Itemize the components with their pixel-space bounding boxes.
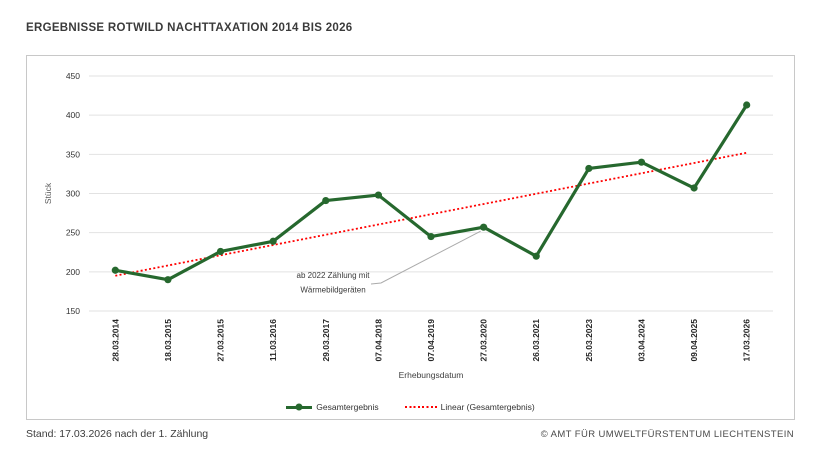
x-tick-label: 27.03.2020 — [479, 319, 489, 362]
data-point — [585, 164, 593, 173]
data-point — [690, 184, 698, 192]
status-date-text: Stand: 17.03.2026 nach der 1. Zählung — [26, 428, 209, 440]
y-tick-label: 250 — [66, 228, 80, 238]
data-point — [374, 191, 382, 199]
annotation-text: Wärmebildgeräten — [300, 286, 365, 295]
x-tick-label: 11.03.2016 — [268, 319, 278, 361]
data-point — [532, 252, 540, 260]
y-tick-label: 350 — [66, 149, 80, 159]
data-point — [322, 196, 330, 205]
x-tick-label: 07.04.2019 — [426, 319, 436, 362]
x-tick-label: 27.03.2015 — [216, 319, 226, 362]
annotation-leader-line — [370, 230, 481, 285]
data-point — [427, 232, 435, 241]
series-line-swatch — [286, 403, 313, 411]
page-title: ERGEBNISSE ROTWILD NACHTTAXATION 2014 BI… — [26, 22, 353, 34]
chart-svg: 150 200 250 300 350 400 450 Stück 28.03.2014 18.0… — [43, 71, 773, 380]
y-tick-label: 400 — [66, 110, 80, 120]
y-tick-label: 200 — [66, 267, 80, 277]
x-axis-title: Erhebungsdatum — [399, 370, 464, 380]
x-tick-label: 17.03.2026 — [742, 319, 752, 362]
x-tick-label: 09.04.2025 — [689, 319, 699, 362]
legend-label-gesamtergebnis: Gesamtergebnis — [316, 402, 379, 412]
data-point — [637, 158, 646, 166]
legend-item-gesamtergebnis: Gesamtergebnis — [286, 402, 379, 412]
y-axis-title: Stück — [43, 182, 53, 204]
data-point — [480, 223, 488, 231]
y-tick-label: 450 — [66, 71, 80, 81]
legend-item-linear: Linear (Gesamtergebnis) — [404, 402, 535, 412]
annotation-text: ab 2022 Zählung mit — [297, 271, 371, 280]
data-point — [269, 237, 277, 245]
x-tick-label: 18.03.2015 — [163, 319, 173, 362]
data-point — [164, 276, 172, 284]
y-tick-label: 150 — [66, 306, 80, 316]
data-point — [111, 266, 119, 274]
chart-container: 150 200 250 300 350 400 450 Stück 28.03.2014 18.0… — [26, 55, 795, 420]
x-tick-label: 03.04.2024 — [636, 319, 646, 362]
data-point — [743, 101, 751, 109]
series-marker-swatch — [295, 403, 303, 411]
data-point — [216, 247, 225, 256]
copyright-text: © AMT FÜR UMWELTFÜRSTENTUM LIECHTENSTEIN — [540, 429, 794, 440]
x-tick-label: 25.03.2023 — [584, 319, 594, 362]
x-tick-label: 28.03.2014 — [110, 319, 120, 362]
legend-label-linear: Linear (Gesamtergebnis) — [440, 402, 535, 412]
trendline-swatch — [404, 406, 437, 408]
x-tick-label: 26.03.2021 — [531, 319, 541, 362]
y-tick-label: 300 — [66, 189, 80, 199]
x-tick-label: 07.04.2018 — [373, 319, 383, 362]
series-line — [113, 103, 749, 282]
legend: Gesamtergebnis Linear (Gesamtergebnis) — [27, 402, 794, 412]
x-tick-label: 29.03.2017 — [321, 319, 331, 362]
